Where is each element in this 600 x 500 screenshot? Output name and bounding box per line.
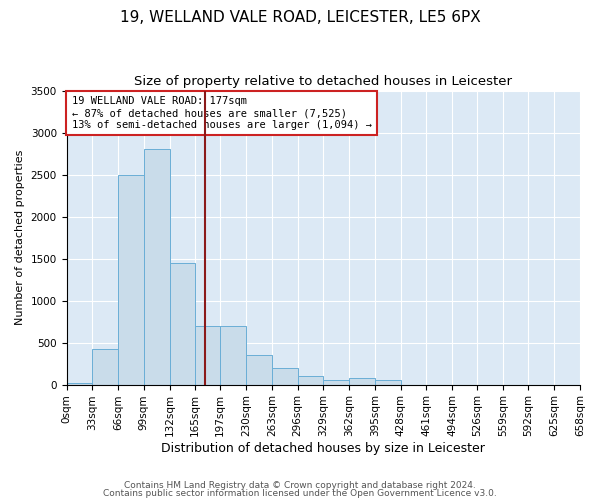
Text: 19 WELLAND VALE ROAD: 177sqm
← 87% of detached houses are smaller (7,525)
13% of: 19 WELLAND VALE ROAD: 177sqm ← 87% of de… xyxy=(71,96,371,130)
Bar xyxy=(272,368,298,384)
Bar xyxy=(375,380,401,384)
Bar xyxy=(323,380,349,384)
Title: Size of property relative to detached houses in Leicester: Size of property relative to detached ho… xyxy=(134,75,512,88)
Text: Contains HM Land Registry data © Crown copyright and database right 2024.: Contains HM Land Registry data © Crown c… xyxy=(124,481,476,490)
Bar xyxy=(298,376,323,384)
Bar xyxy=(349,378,375,384)
Bar xyxy=(118,174,144,384)
Bar xyxy=(67,383,92,384)
Text: 19, WELLAND VALE ROAD, LEICESTER, LE5 6PX: 19, WELLAND VALE ROAD, LEICESTER, LE5 6P… xyxy=(119,10,481,25)
Bar xyxy=(92,350,118,384)
Bar xyxy=(170,263,195,384)
Bar xyxy=(195,326,220,384)
X-axis label: Distribution of detached houses by size in Leicester: Distribution of detached houses by size … xyxy=(161,442,485,455)
Bar xyxy=(144,150,170,384)
Text: Contains public sector information licensed under the Open Government Licence v3: Contains public sector information licen… xyxy=(103,488,497,498)
Bar xyxy=(246,355,272,384)
Bar xyxy=(220,326,246,384)
Y-axis label: Number of detached properties: Number of detached properties xyxy=(15,150,25,326)
